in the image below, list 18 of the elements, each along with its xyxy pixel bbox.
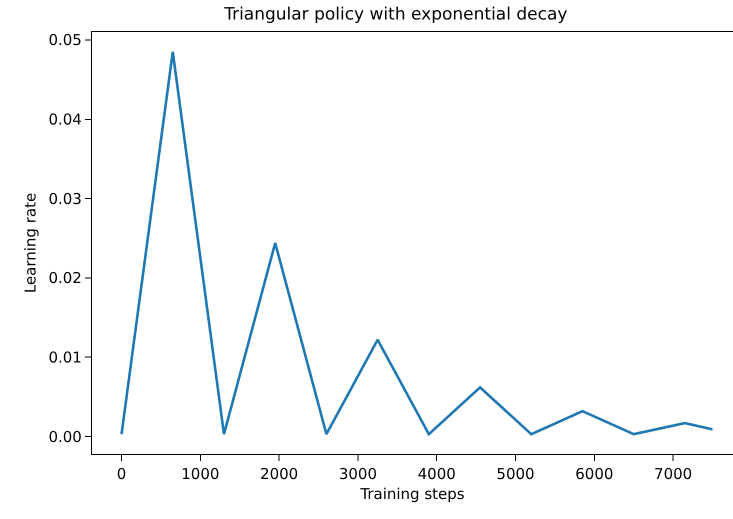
x-tick-label: 7000: [654, 465, 692, 484]
x-tick-label: 2000: [260, 465, 298, 484]
x-axis-title: Training steps: [359, 485, 465, 504]
y-tick-label: 0.02: [48, 269, 82, 288]
y-tick-label: 0.05: [48, 31, 82, 50]
y-tick-label: 0.03: [48, 190, 82, 208]
y-tick-label: 0.00: [48, 428, 82, 446]
x-tick-label: 4000: [418, 465, 456, 484]
y-tick-label: 0.01: [48, 348, 82, 366]
x-tick-label: 3000: [338, 465, 378, 484]
x-tick-label: 5000: [496, 465, 535, 484]
chart-title: Triangular policy with exponential decay: [223, 4, 568, 25]
x-tick-label: 0: [116, 465, 126, 484]
x-tick-label: 1000: [181, 465, 220, 484]
line-series: [120, 50, 714, 436]
y-tick-label: 0.04: [48, 110, 82, 129]
y-axis-title: Learning rate: [22, 192, 40, 294]
x-tick-label: 6000: [575, 465, 614, 484]
